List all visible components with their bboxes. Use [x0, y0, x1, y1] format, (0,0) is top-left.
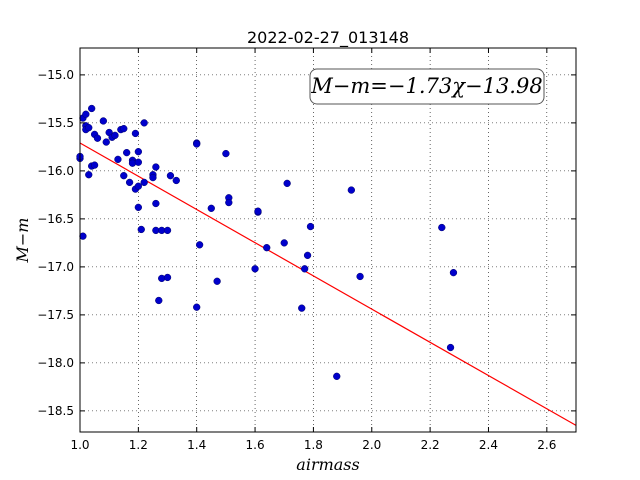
data-point	[103, 139, 110, 146]
y-tick-label: −16.5	[37, 212, 74, 226]
data-point	[284, 180, 291, 187]
data-point	[120, 172, 127, 179]
data-point	[82, 111, 89, 118]
data-point	[301, 265, 308, 272]
y-tick-label: −18.0	[37, 356, 74, 370]
data-point	[255, 208, 262, 215]
x-tick-label: 1.6	[246, 438, 265, 452]
data-point	[85, 124, 92, 131]
data-point	[123, 149, 130, 156]
x-tick-label: 2.4	[479, 438, 498, 452]
data-point	[333, 373, 340, 380]
data-point	[115, 156, 122, 163]
x-tick-label: 2.0	[362, 438, 381, 452]
data-point	[135, 159, 142, 166]
x-tick-label: 1.2	[129, 438, 148, 452]
data-point	[307, 223, 314, 230]
data-point	[135, 148, 142, 155]
data-point	[141, 179, 148, 186]
data-point	[208, 205, 215, 212]
data-point	[304, 252, 311, 259]
data-point	[348, 187, 355, 194]
data-point	[85, 171, 92, 178]
data-point	[112, 132, 119, 139]
data-point	[135, 204, 142, 211]
data-point	[196, 241, 203, 248]
x-tick-label: 1.4	[187, 438, 206, 452]
y-tick-label: −15.5	[37, 116, 74, 130]
data-point	[152, 164, 159, 171]
x-tick-label: 2.6	[537, 438, 556, 452]
data-point	[100, 118, 107, 125]
data-point	[150, 174, 157, 181]
data-point	[80, 233, 87, 240]
data-point	[135, 183, 142, 190]
data-point	[126, 179, 133, 186]
data-point	[88, 105, 95, 112]
data-point	[263, 244, 270, 251]
y-tick-label: −16.0	[37, 164, 74, 178]
data-point	[141, 119, 148, 126]
data-point	[438, 224, 445, 231]
x-tick-label: 1.8	[304, 438, 323, 452]
data-point	[91, 162, 98, 169]
y-tick-label: −17.5	[37, 308, 74, 322]
x-axis-label: airmass	[296, 455, 359, 474]
chart-title: 2022-02-27_013148	[247, 28, 409, 48]
data-point	[447, 344, 454, 351]
data-point	[450, 269, 457, 276]
data-point	[132, 130, 139, 137]
y-tick-label: −17.0	[37, 260, 74, 274]
x-tick-label: 1.0	[70, 438, 89, 452]
data-point	[120, 125, 127, 132]
y-tick-label: −15.0	[37, 68, 74, 82]
y-tick-label: −18.5	[37, 404, 74, 418]
data-point	[193, 141, 200, 148]
data-point	[193, 304, 200, 311]
data-point	[214, 278, 221, 285]
data-point	[155, 297, 162, 304]
data-point	[173, 177, 180, 184]
fit-equation-annotation: M−m=−1.73χ−13.98	[310, 74, 542, 98]
data-point	[222, 150, 229, 157]
data-point	[281, 239, 288, 246]
data-point	[152, 200, 159, 207]
data-point	[225, 199, 232, 206]
data-point	[252, 265, 259, 272]
data-point	[357, 273, 364, 280]
y-axis-label: M−m	[13, 218, 32, 264]
data-point	[94, 135, 101, 142]
data-point	[138, 226, 145, 233]
data-point	[298, 305, 305, 312]
x-tick-label: 2.2	[421, 438, 440, 452]
data-point	[164, 227, 171, 234]
data-point	[167, 172, 174, 179]
data-point	[164, 274, 171, 281]
